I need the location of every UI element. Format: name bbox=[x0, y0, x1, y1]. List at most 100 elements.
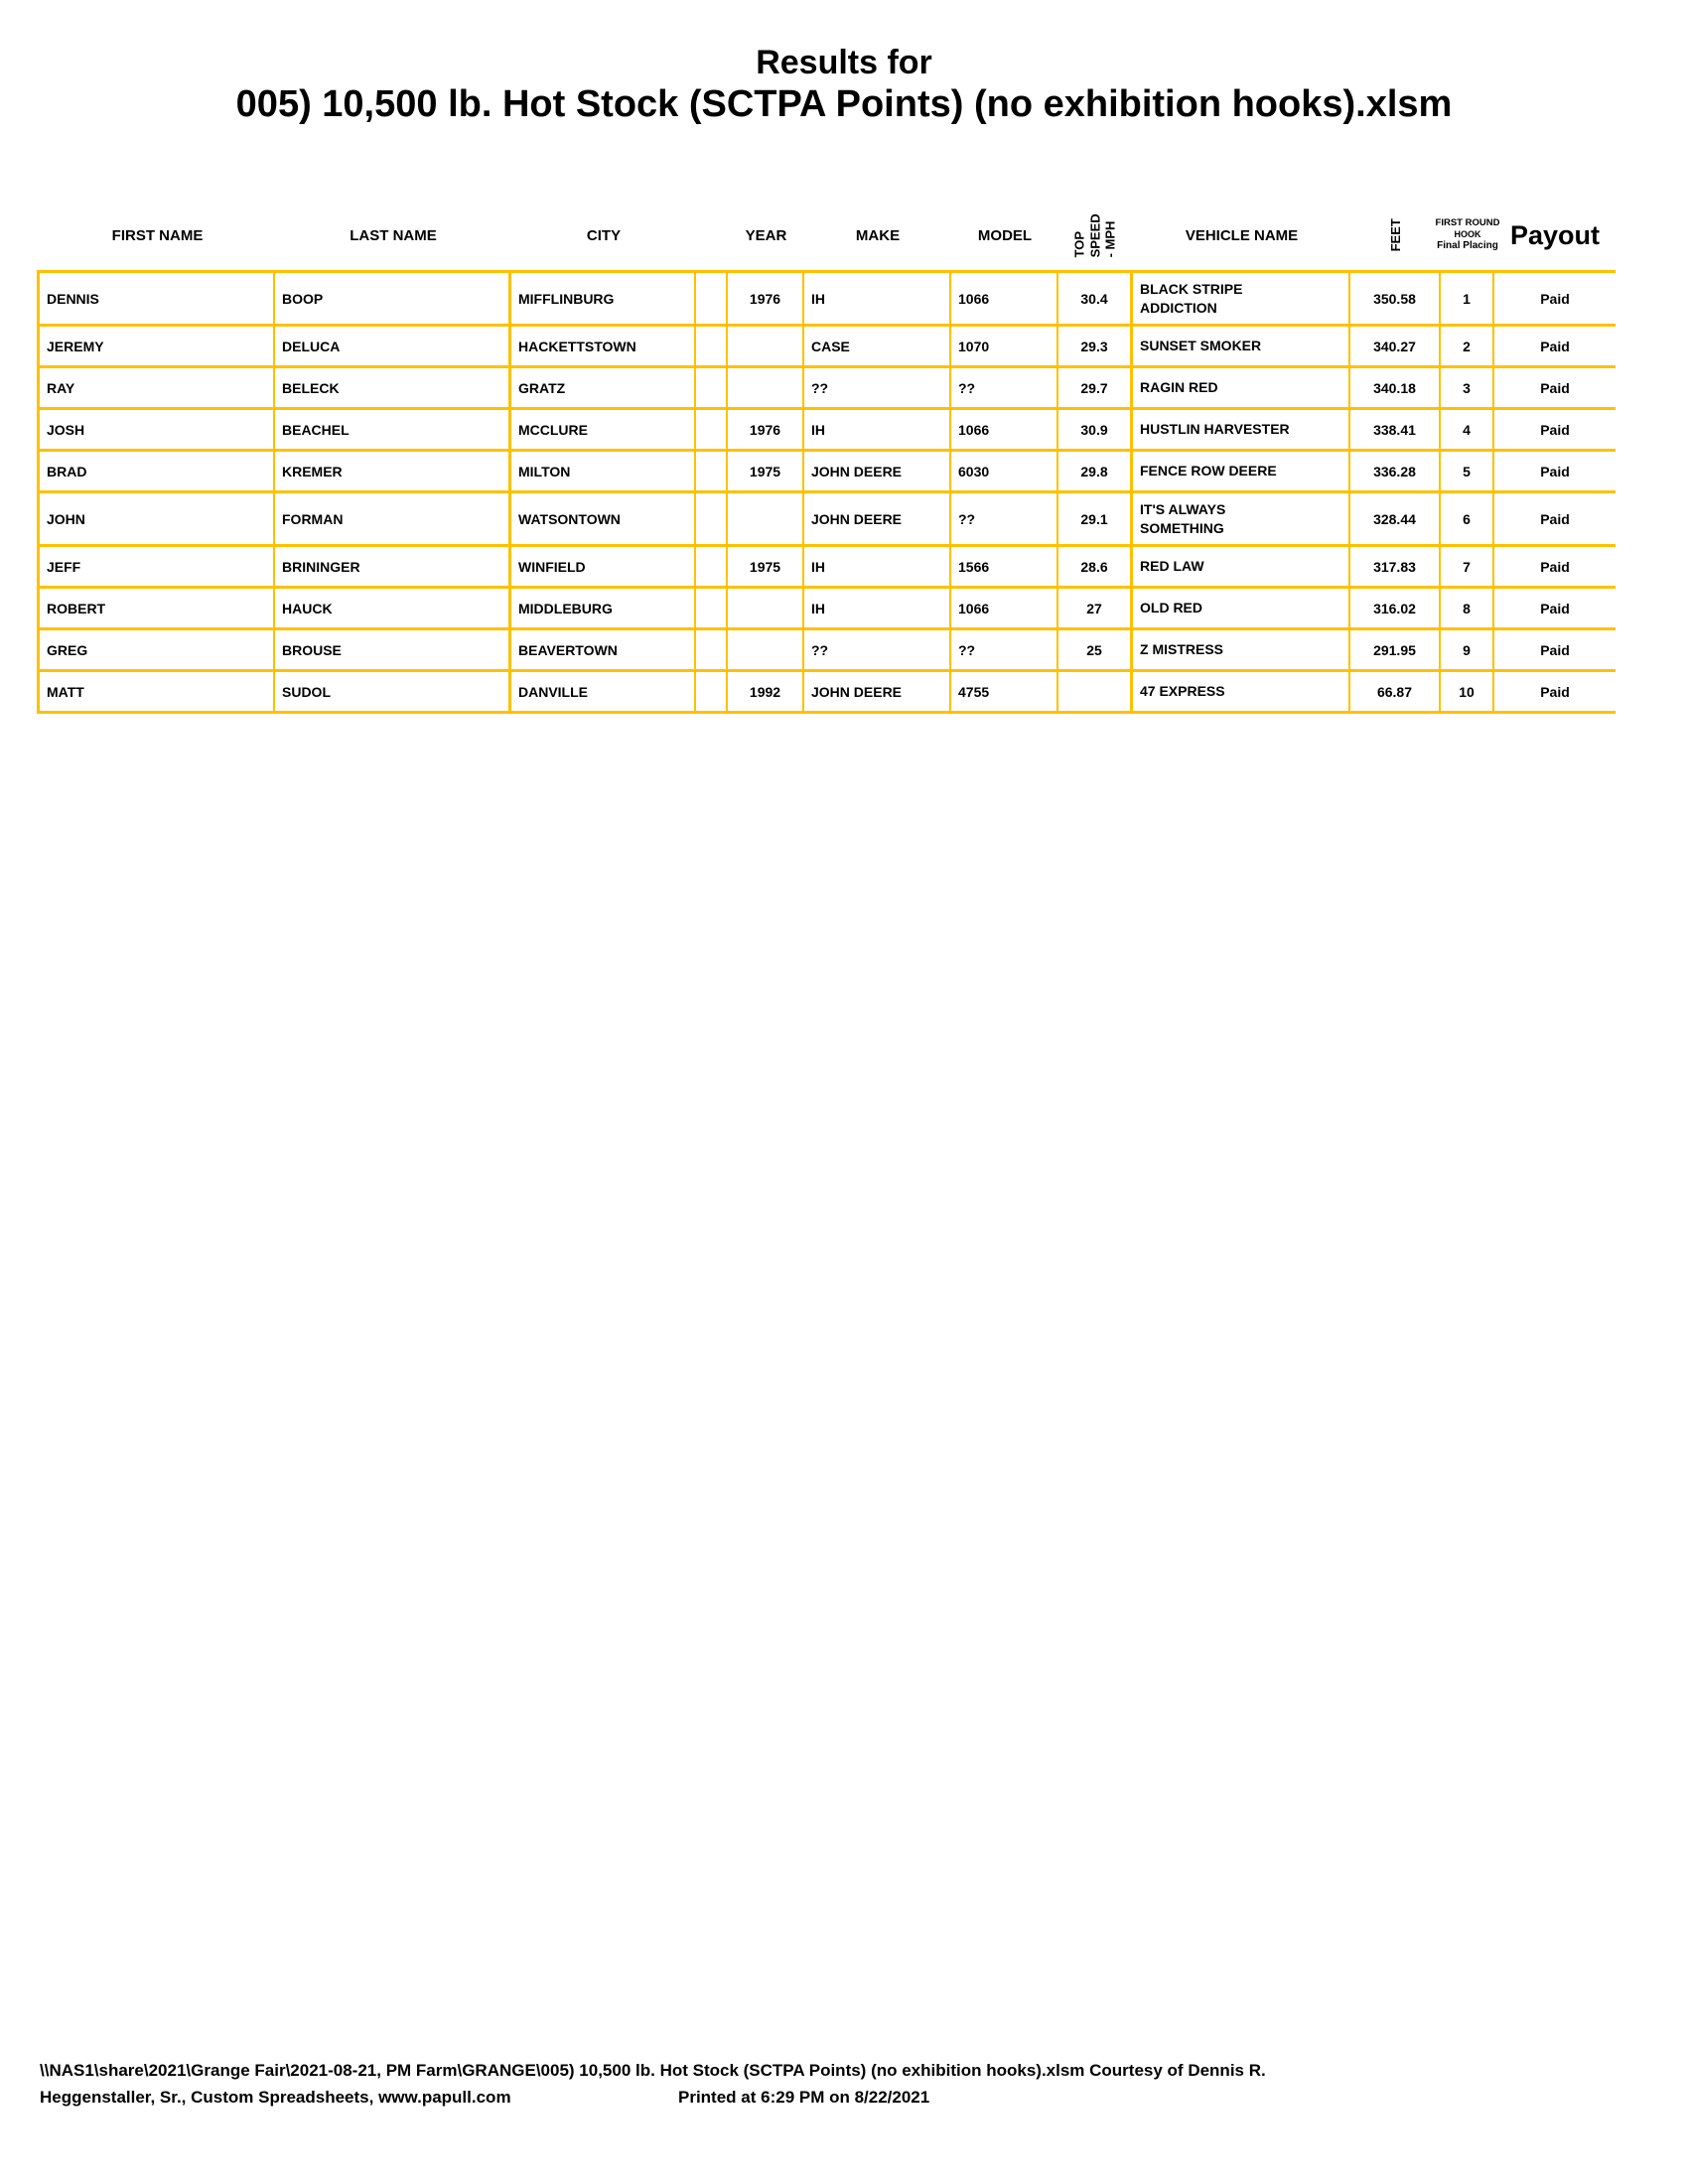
cell-spacer bbox=[696, 368, 728, 410]
cell-year: 1992 bbox=[728, 672, 804, 714]
cell-spacer bbox=[696, 410, 728, 452]
cell-city: WINFIELD bbox=[511, 547, 696, 589]
cell-make: IH bbox=[804, 410, 951, 452]
cell-make: IH bbox=[804, 273, 951, 327]
cell-year: 1975 bbox=[728, 547, 804, 589]
cell-first-round-hook-placing: 9 bbox=[1441, 630, 1494, 672]
feet-rotated-label: FEET bbox=[1387, 218, 1403, 252]
cell-feet: 328.44 bbox=[1350, 493, 1441, 547]
cell-first-name: JOHN bbox=[40, 493, 275, 547]
file-title: 005) 10,500 lb. Hot Stock (SCTPA Points)… bbox=[235, 83, 1453, 125]
cell-first-name: JEFF bbox=[40, 547, 275, 589]
col-header-first-name: FIRST NAME bbox=[111, 226, 204, 244]
table-row: JEFF BRININGER WINFIELD 1975 IH 1566 28.6 RED L… bbox=[40, 547, 1616, 589]
col-header-model: MODEL bbox=[977, 226, 1033, 244]
cell-payout: Paid bbox=[1494, 368, 1616, 410]
cell-last-name: BOOP bbox=[275, 273, 511, 327]
page-title: Results for bbox=[756, 44, 932, 81]
cell-spacer bbox=[696, 327, 728, 368]
cell-first-name: ROBERT bbox=[40, 589, 275, 630]
cell-feet: 66.87 bbox=[1350, 672, 1441, 714]
cell-payout: Paid bbox=[1494, 273, 1616, 327]
footer-printed-timestamp: Printed at 6:29 PM on 8/22/2021 bbox=[678, 2088, 930, 2107]
cell-first-name: MATT bbox=[40, 672, 275, 714]
cell-vehicle-name: HUSTLIN HARVESTER bbox=[1133, 410, 1350, 452]
cell-top-speed: 29.7 bbox=[1058, 368, 1133, 410]
cell-feet: 338.41 bbox=[1350, 410, 1441, 452]
cell-top-speed: 28.6 bbox=[1058, 547, 1133, 589]
cell-first-round-hook-placing: 2 bbox=[1441, 327, 1494, 368]
cell-year: 1976 bbox=[728, 273, 804, 327]
cell-first-round-hook-placing: 6 bbox=[1441, 493, 1494, 547]
cell-year: 1975 bbox=[728, 452, 804, 493]
cell-top-speed bbox=[1058, 672, 1133, 714]
cell-last-name: HAUCK bbox=[275, 589, 511, 630]
cell-first-round-hook-placing: 1 bbox=[1441, 273, 1494, 327]
cell-vehicle-name: FENCE ROW DEERE bbox=[1133, 452, 1350, 493]
table-row: GREG BROUSE BEAVERTOWN???? 25 Z MISTRESS 291.… bbox=[40, 630, 1616, 672]
cell-payout: Paid bbox=[1494, 589, 1616, 630]
cell-vehicle-name: Z MISTRESS bbox=[1133, 630, 1350, 672]
cell-payout: Paid bbox=[1494, 630, 1616, 672]
cell-vehicle-name: RAGIN RED bbox=[1133, 368, 1350, 410]
cell-make: ?? bbox=[804, 630, 951, 672]
cell-last-name: FORMAN bbox=[275, 493, 511, 547]
hook-header-line3: Final Placing bbox=[1437, 240, 1498, 252]
cell-first-round-hook-placing: 10 bbox=[1441, 672, 1494, 714]
cell-first-name: DENNIS bbox=[40, 273, 275, 327]
cell-make: IH bbox=[804, 589, 951, 630]
cell-spacer bbox=[696, 630, 728, 672]
cell-first-round-hook-placing: 7 bbox=[1441, 547, 1494, 589]
cell-payout: Paid bbox=[1494, 327, 1616, 368]
cell-model: 6030 bbox=[951, 452, 1058, 493]
cell-first-round-hook-placing: 8 bbox=[1441, 589, 1494, 630]
cell-feet: 336.28 bbox=[1350, 452, 1441, 493]
cell-city: GRATZ bbox=[511, 368, 696, 410]
table-row: ROBERT HAUCK MIDDLEBURG IH 1066 27 OLD RED 316.… bbox=[40, 589, 1616, 630]
col-header-payout: Payout bbox=[1509, 219, 1601, 250]
cell-model: 1066 bbox=[951, 589, 1058, 630]
cell-spacer bbox=[696, 452, 728, 493]
col-header-last-name: LAST NAME bbox=[350, 226, 437, 244]
cell-vehicle-name: SUNSET SMOKER bbox=[1133, 327, 1350, 368]
cell-model: 1066 bbox=[951, 273, 1058, 327]
cell-city: WATSONTOWN bbox=[511, 493, 696, 547]
cell-model: ?? bbox=[951, 493, 1058, 547]
cell-make: JOHN DEERE bbox=[804, 493, 951, 547]
table-row: MATT SUDOL DANVILLE 1992 JOHN DEERE 4755 47 EX… bbox=[40, 672, 1616, 714]
cell-first-name: RAY bbox=[40, 368, 275, 410]
results-table: DENNIS BOOP MIFFLINBURG 1976 IH 1066 30.4 BLACK… bbox=[37, 270, 1616, 714]
cell-first-name: JEREMY bbox=[40, 327, 275, 368]
cell-spacer bbox=[696, 547, 728, 589]
cell-first-round-hook-placing: 3 bbox=[1441, 368, 1494, 410]
cell-payout: Paid bbox=[1494, 672, 1616, 714]
cell-spacer bbox=[696, 493, 728, 547]
cell-top-speed: 27 bbox=[1058, 589, 1133, 630]
cell-model: ?? bbox=[951, 630, 1058, 672]
cell-feet: 350.58 bbox=[1350, 273, 1441, 327]
cell-city: MIDDLEBURG bbox=[511, 589, 696, 630]
cell-vehicle-name: OLD RED bbox=[1133, 589, 1350, 630]
cell-year bbox=[728, 630, 804, 672]
cell-feet: 316.02 bbox=[1350, 589, 1441, 630]
hook-header-line2: HOOK bbox=[1454, 229, 1481, 240]
table-row: DENNIS BOOP MIFFLINBURG 1976 IH 1066 30.4 BLACK… bbox=[40, 273, 1616, 327]
cell-payout: Paid bbox=[1494, 452, 1616, 493]
hook-header-line1: FIRST ROUND bbox=[1435, 217, 1500, 229]
cell-model: 1070 bbox=[951, 327, 1058, 368]
col-header-first-round-hook: FIRST ROUND HOOK Final Placing bbox=[1436, 201, 1500, 270]
cell-feet: 340.18 bbox=[1350, 368, 1441, 410]
cell-city: HACKETTSTOWN bbox=[511, 327, 696, 368]
cell-payout: Paid bbox=[1494, 493, 1616, 547]
cell-model: ?? bbox=[951, 368, 1058, 410]
top-speed-rotated-label: TOP SPEED - MPH bbox=[1072, 212, 1119, 258]
cell-model: 1566 bbox=[951, 547, 1058, 589]
cell-model: 4755 bbox=[951, 672, 1058, 714]
page-footer: \\NAS1\share\2021\Grange Fair\2021-08-21… bbox=[40, 2057, 1648, 2111]
cell-first-name: BRAD bbox=[40, 452, 275, 493]
cell-make: IH bbox=[804, 547, 951, 589]
col-header-year: YEAR bbox=[745, 226, 787, 244]
cell-year: 1976 bbox=[728, 410, 804, 452]
cell-vehicle-name: IT'S ALWAYS SOMETHING bbox=[1133, 493, 1350, 547]
cell-payout: Paid bbox=[1494, 410, 1616, 452]
